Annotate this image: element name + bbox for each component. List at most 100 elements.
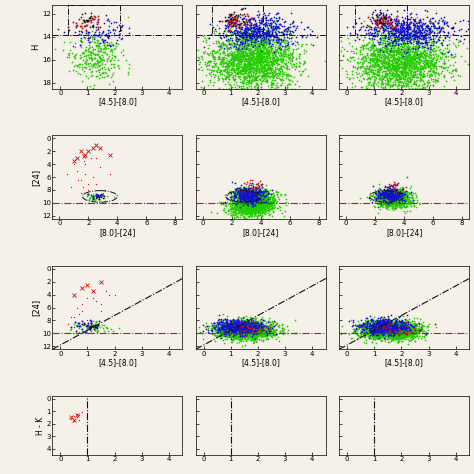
Point xyxy=(392,324,400,331)
Point xyxy=(400,200,408,207)
Point xyxy=(389,27,397,34)
Point xyxy=(249,319,257,327)
Point xyxy=(411,84,419,92)
Point xyxy=(229,321,237,329)
Point xyxy=(389,330,397,337)
Point xyxy=(255,58,263,65)
Point xyxy=(401,331,408,338)
Point xyxy=(255,54,263,62)
Point xyxy=(418,31,426,39)
Point xyxy=(244,326,252,334)
Point xyxy=(253,203,260,210)
Point xyxy=(376,328,383,336)
Point xyxy=(282,43,290,51)
Point xyxy=(268,16,276,24)
Point xyxy=(235,190,243,197)
Point xyxy=(387,196,395,204)
Point xyxy=(346,74,354,82)
Point xyxy=(239,192,247,200)
Point xyxy=(246,327,254,334)
Point xyxy=(225,17,232,25)
Point xyxy=(387,323,394,330)
Point xyxy=(373,200,381,207)
Point xyxy=(251,318,259,325)
Point xyxy=(384,62,392,70)
Point xyxy=(401,329,408,337)
Point xyxy=(238,323,246,331)
Point xyxy=(244,195,251,203)
Point xyxy=(220,45,228,53)
Point xyxy=(109,69,117,77)
Point xyxy=(239,53,246,61)
Point xyxy=(388,195,395,202)
Point xyxy=(390,194,397,201)
Point xyxy=(376,181,383,188)
Point xyxy=(260,45,267,53)
Point xyxy=(231,192,238,200)
Point xyxy=(425,78,433,86)
Point xyxy=(244,328,251,336)
Point xyxy=(243,192,251,200)
Point xyxy=(229,22,237,29)
Point xyxy=(397,325,405,333)
Point xyxy=(235,330,242,337)
Point xyxy=(254,24,261,32)
Point xyxy=(380,48,388,56)
Point xyxy=(255,39,263,46)
Point xyxy=(260,200,267,207)
Point xyxy=(263,36,270,44)
Point xyxy=(401,321,408,329)
Point xyxy=(252,55,260,63)
Point xyxy=(245,331,253,338)
Point xyxy=(248,75,256,83)
Point xyxy=(416,77,424,84)
Point xyxy=(233,13,241,21)
Point xyxy=(253,328,261,336)
Point xyxy=(373,324,381,331)
Point xyxy=(414,37,422,45)
Point xyxy=(419,34,427,41)
Point xyxy=(250,74,257,82)
Point xyxy=(387,41,394,48)
Point xyxy=(262,20,270,28)
Point xyxy=(401,202,408,210)
Point xyxy=(381,54,388,62)
Point xyxy=(382,320,390,328)
Point xyxy=(235,323,243,331)
Point xyxy=(375,324,383,332)
Point xyxy=(204,34,212,42)
Point xyxy=(227,321,234,329)
Point xyxy=(388,193,396,201)
Point xyxy=(349,62,356,70)
Point xyxy=(397,333,405,341)
Point xyxy=(253,322,260,329)
Point xyxy=(395,193,403,201)
Point xyxy=(396,188,404,196)
Point xyxy=(235,325,243,332)
Point xyxy=(402,328,410,335)
Point xyxy=(408,330,416,338)
Point xyxy=(242,65,250,73)
Point xyxy=(245,323,252,330)
Point xyxy=(226,200,234,207)
Point xyxy=(252,317,259,325)
Point xyxy=(372,329,379,337)
Point xyxy=(224,324,231,332)
Point xyxy=(227,319,234,327)
Point xyxy=(385,325,393,333)
Point xyxy=(239,193,247,201)
Point xyxy=(258,192,266,200)
Point xyxy=(230,326,238,334)
Point xyxy=(459,39,467,46)
Point xyxy=(247,190,255,198)
Point xyxy=(364,330,371,338)
Point xyxy=(237,332,244,340)
Point xyxy=(257,17,264,24)
Point xyxy=(395,331,403,339)
Point xyxy=(246,197,254,204)
Point xyxy=(234,71,241,78)
Point xyxy=(250,198,258,206)
Point xyxy=(246,333,254,340)
Point xyxy=(379,322,387,330)
Point xyxy=(245,330,253,338)
